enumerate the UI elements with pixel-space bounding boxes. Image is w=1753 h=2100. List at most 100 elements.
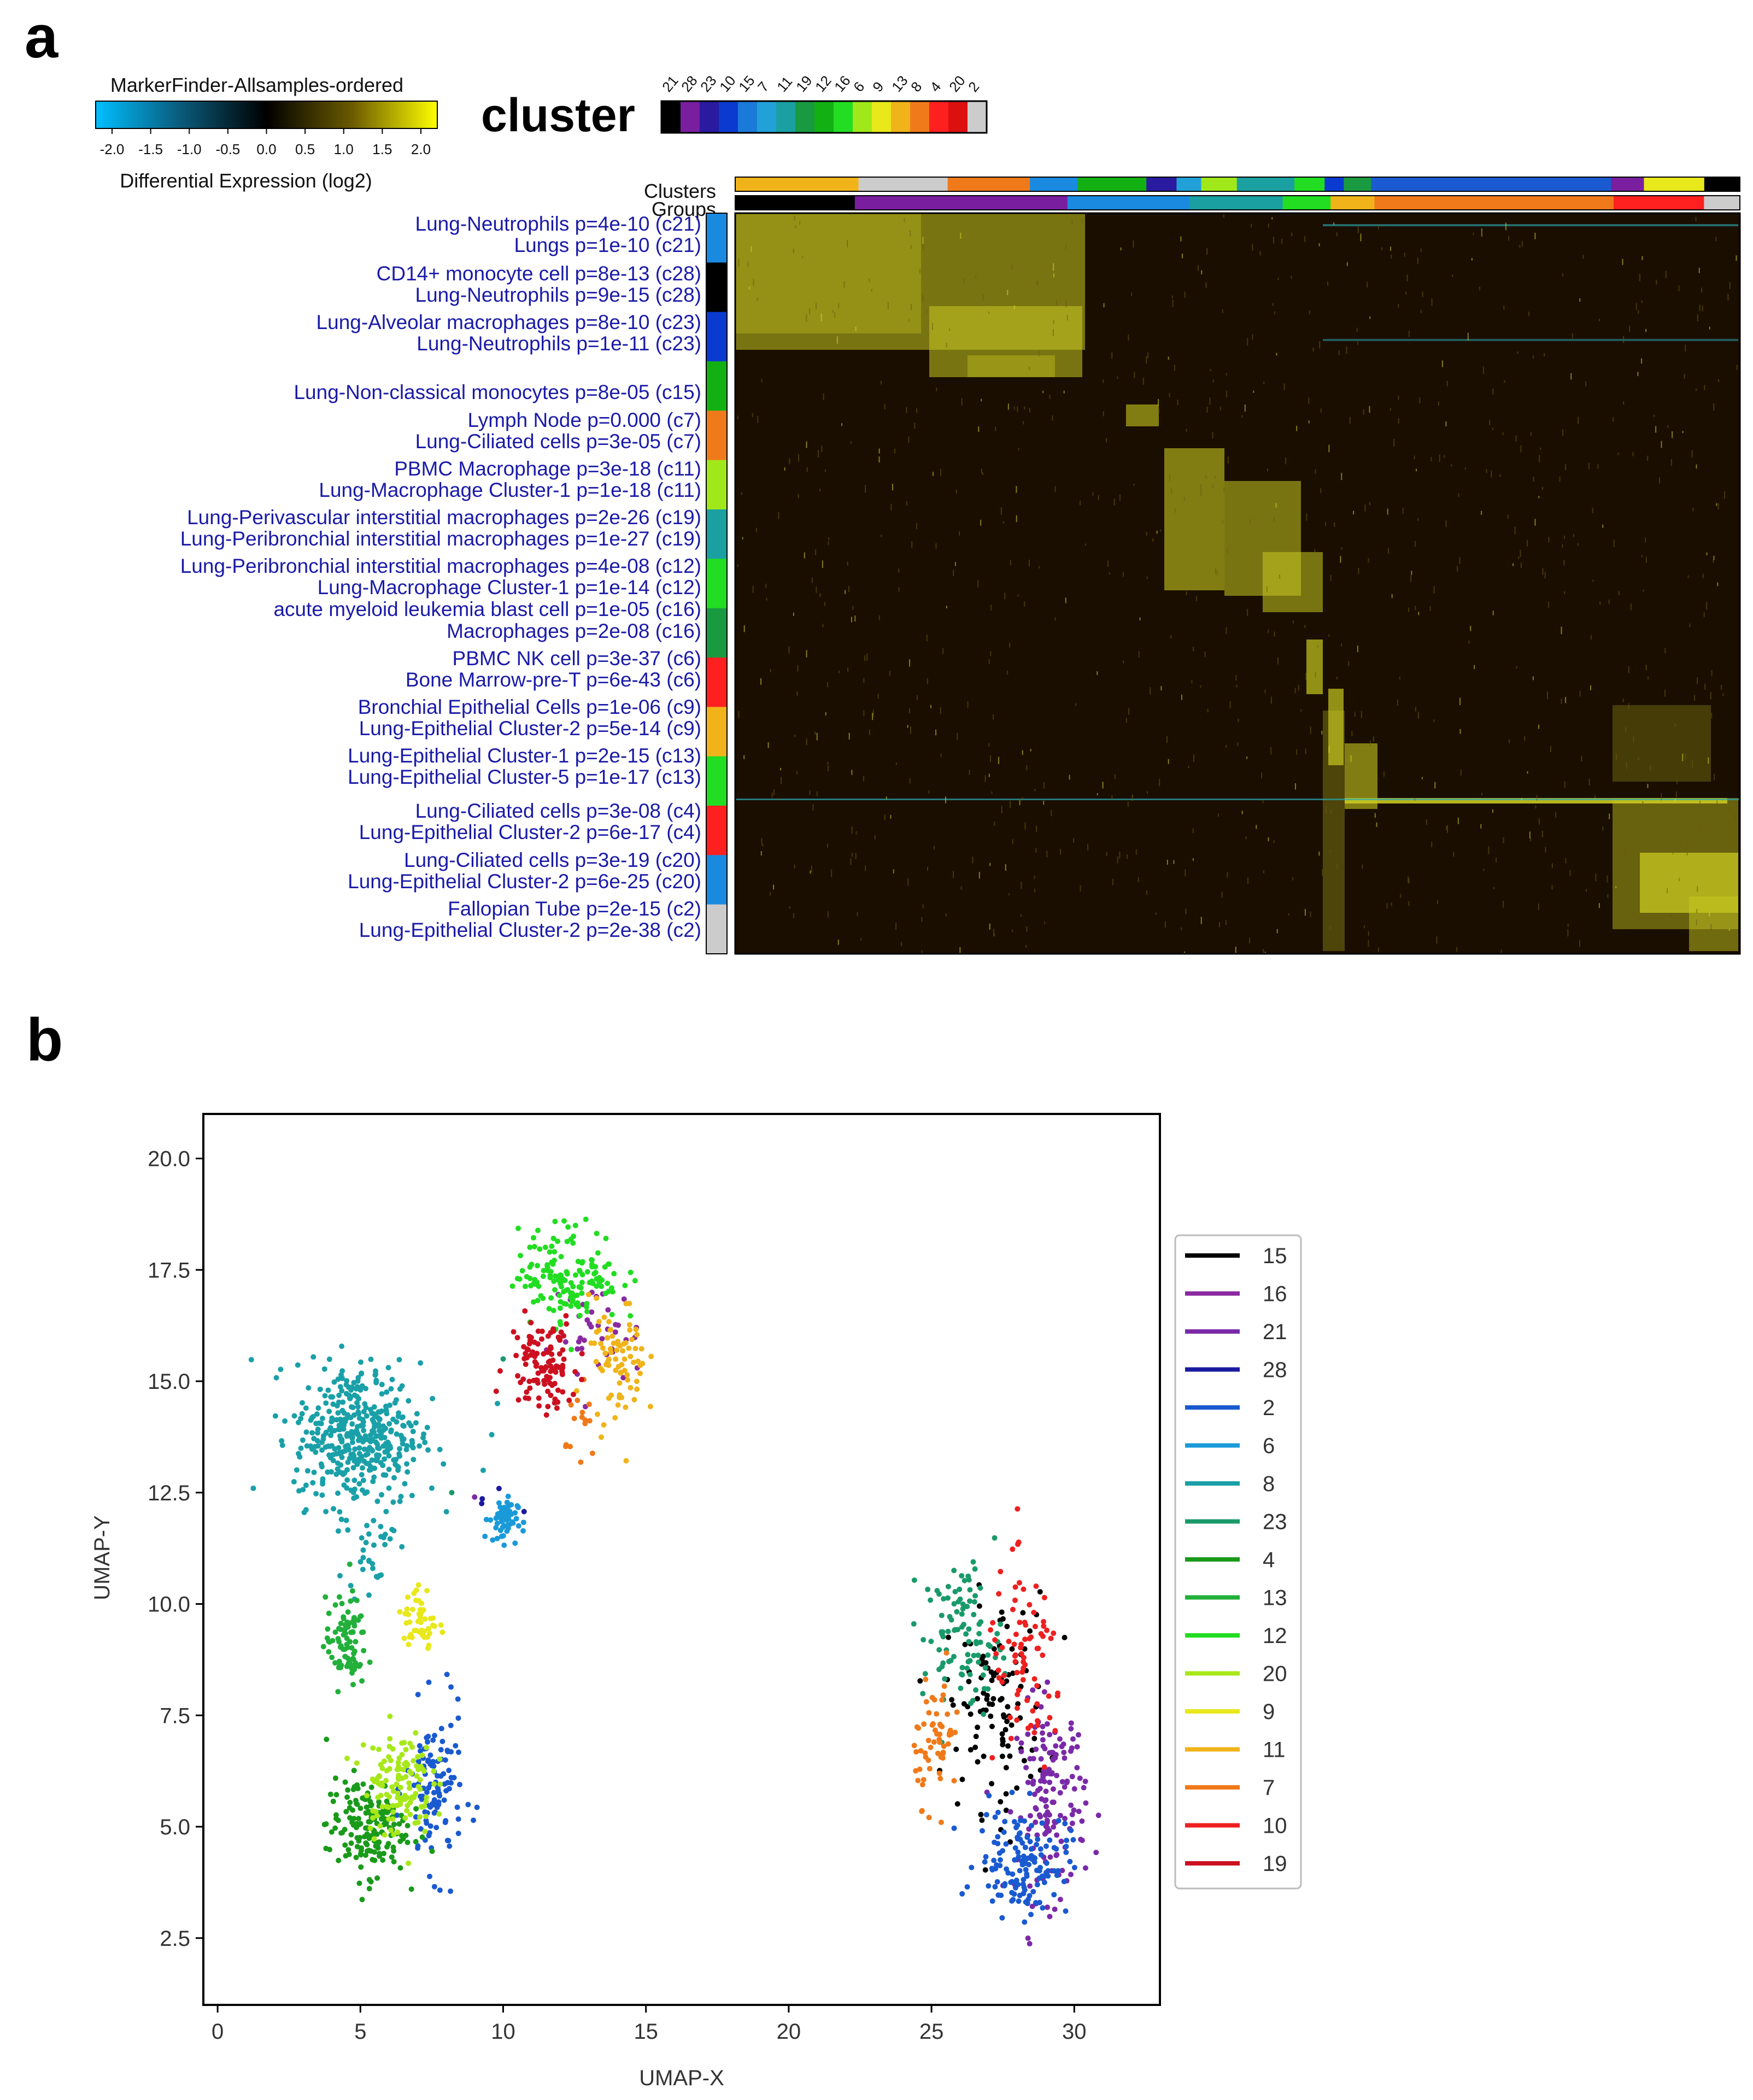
scatter-point-20: [354, 1760, 360, 1766]
heatmap-speck: [988, 743, 990, 747]
scatter-point-10: [993, 1651, 999, 1657]
heatmap-speck: [1341, 643, 1342, 647]
scatter-point-8: [323, 1429, 329, 1435]
scatter-point-21: [1014, 1735, 1020, 1741]
scatter-point-2: [1051, 1845, 1057, 1851]
heatmap-speck: [1306, 513, 1308, 521]
cluster-key-label: 7: [754, 78, 772, 95]
heatmap-speck: [851, 770, 853, 775]
scatter-point-8: [372, 1424, 378, 1430]
heatmap-speck: [946, 606, 947, 608]
scatter-point-13: [332, 1660, 338, 1666]
heatmap-speck: [832, 310, 834, 313]
colorbar-ticks: -2.0 -1.5 -1.0 -0.5 0.0 0.5 1.0 1.5 2.0: [100, 128, 431, 157]
heatmap-speck: [1216, 570, 1218, 576]
scatter-point-19: [522, 1308, 528, 1314]
scatter-point-21: [1076, 1809, 1082, 1815]
scatter-point-2: [433, 1802, 439, 1808]
heatmap-speck: [1029, 408, 1030, 413]
heatmap-speck: [1181, 927, 1182, 931]
scatter-point-19: [539, 1336, 545, 1342]
scatter-point-11: [631, 1397, 637, 1403]
heatmap-speck: [1470, 626, 1471, 631]
scatter-point-10: [1023, 1622, 1029, 1628]
scatter-point-6: [497, 1527, 503, 1533]
heatmap-speck: [1659, 477, 1661, 484]
heatmap-speck: [1329, 925, 1331, 930]
scatter-point-2: [443, 1788, 449, 1794]
scatter-point-21: [1038, 1756, 1044, 1762]
row-label: Lung-Peribronchial interstitial macropha…: [180, 527, 701, 550]
heatmap-speck: [1702, 305, 1703, 312]
scatter-point-20: [394, 1803, 400, 1809]
scatter-point-2: [417, 1743, 423, 1749]
heatmap-speck: [1529, 837, 1531, 842]
scatter-point-23: [973, 1687, 979, 1693]
heatmap-speck: [926, 309, 928, 313]
heatmap-speck: [948, 328, 950, 331]
scatter-point-2: [445, 1838, 452, 1844]
cluster-key-label: 11: [773, 73, 795, 95]
heatmap-speck: [1561, 698, 1562, 705]
heatmap-speck: [1324, 522, 1326, 526]
scatter-point-4: [347, 1799, 353, 1805]
heatmap-speck: [1368, 940, 1369, 947]
scatter-point-8: [345, 1459, 351, 1465]
scatter-point-21: [1057, 1812, 1063, 1819]
heatmap-speck: [1527, 539, 1528, 547]
scatter-point-23: [959, 1624, 965, 1630]
scatter-point-4: [350, 1822, 356, 1828]
cluster-key-swatch: [795, 101, 814, 133]
scatter-point-7: [574, 1397, 581, 1403]
heatmap-speck: [1336, 864, 1338, 869]
heatmap-speck: [1200, 489, 1202, 497]
scatter-point-7: [935, 1750, 941, 1756]
heatmap-speck: [1579, 690, 1581, 697]
scatter-point-7: [925, 1738, 931, 1744]
row-group-swatch: [706, 312, 727, 362]
scatter-point-15: [946, 1634, 952, 1640]
scatter-point-7: [919, 1808, 925, 1814]
scatter-point-15: [989, 1723, 995, 1729]
clusters-bar-frame: [735, 177, 1740, 192]
scatter-point-8: [376, 1452, 382, 1458]
heatmap-speck: [1174, 365, 1175, 371]
heatmap-speck: [1053, 273, 1054, 278]
scatter-point-15: [959, 1776, 965, 1782]
scatter-point-7: [918, 1748, 924, 1754]
heatmap-speck: [1294, 783, 1296, 790]
scatter-point-11: [634, 1331, 640, 1338]
heatmap-speck: [1376, 822, 1377, 828]
scatter-point-12: [589, 1262, 595, 1268]
scatter-point-12: [535, 1228, 541, 1234]
scatter-point-8: [378, 1460, 384, 1466]
scatter-point-2: [425, 1733, 431, 1739]
scatter-point-2: [1070, 1837, 1076, 1843]
heatmap-speck: [1193, 646, 1194, 652]
scatter-point-21: [1068, 1726, 1074, 1732]
heatmap-speck: [761, 837, 763, 845]
scatter-point-2: [425, 1739, 431, 1745]
scatter-point-11: [607, 1327, 613, 1333]
heatmap-block: [1328, 689, 1344, 765]
y-tick-label: 15.0: [148, 1370, 190, 1394]
heatmap-speck: [1246, 756, 1248, 759]
clusters-bar-segment: [1324, 177, 1344, 191]
scatter-point-21: [1033, 1819, 1039, 1825]
scatter-point-23: [954, 1627, 960, 1633]
scatter-point-20: [407, 1811, 413, 1817]
scatter-point-13: [342, 1653, 348, 1659]
heatmap-speck: [1544, 572, 1546, 579]
scatter-point-8: [356, 1451, 362, 1457]
scatter-point-15: [976, 1603, 982, 1609]
heatmap-speck: [825, 712, 826, 715]
scatter-point-12: [583, 1216, 589, 1222]
scatter-point-4: [389, 1854, 395, 1860]
heatmap-speck: [945, 796, 947, 803]
heatmap-speck: [1268, 629, 1269, 633]
scatter-point-21: [1033, 1746, 1039, 1752]
heatmap-speck: [1168, 759, 1169, 764]
scatter-point-6: [515, 1523, 521, 1529]
scatter-point-7: [939, 1697, 945, 1703]
heatmap-speck: [1715, 237, 1717, 242]
